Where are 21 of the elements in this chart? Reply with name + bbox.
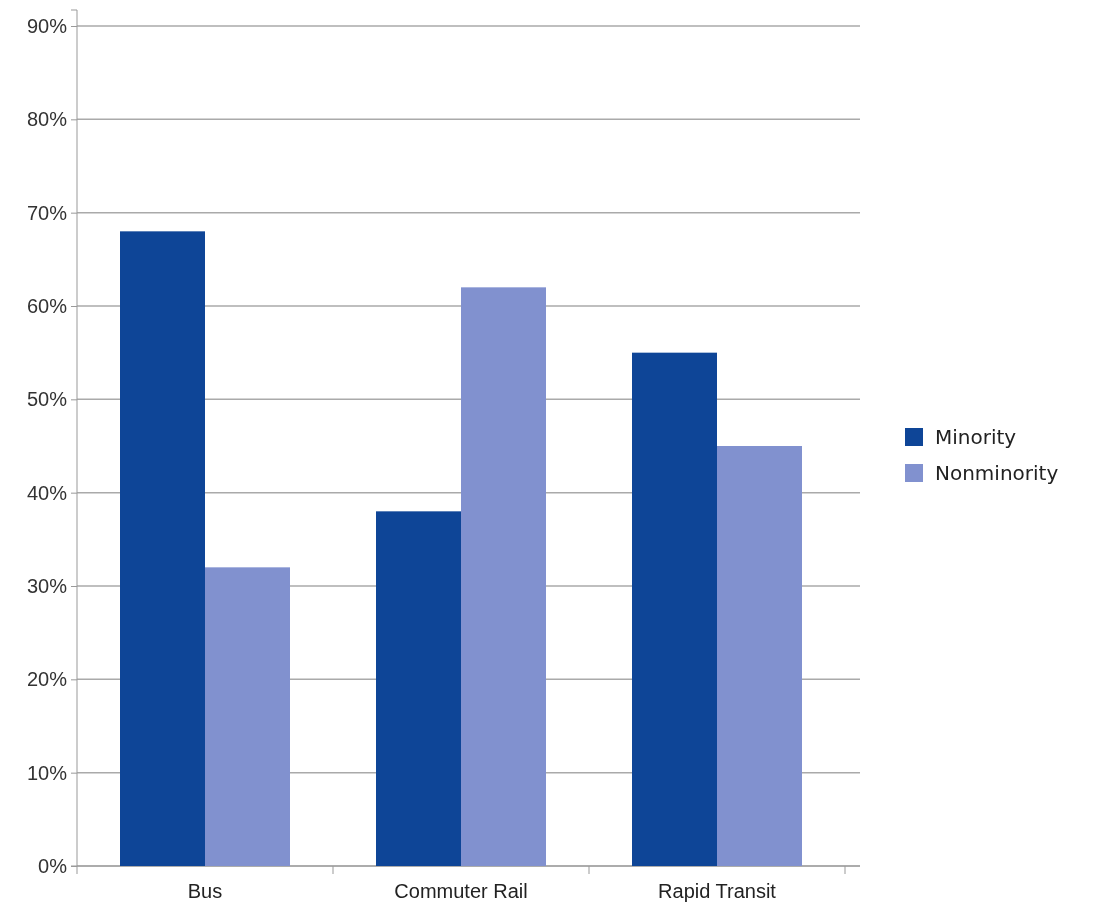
legend-label: Minority (935, 425, 1017, 449)
y-tick-label: 40% (26, 481, 68, 504)
y-tick-label: 50% (26, 388, 68, 411)
bar (376, 511, 461, 866)
y-tick-label: 20% (26, 668, 68, 691)
y-tick-label: 60% (26, 294, 68, 317)
bar (461, 287, 546, 866)
y-tick-label: 30% (26, 574, 68, 597)
y-tick-label: 80% (26, 108, 68, 131)
x-tick-label: Commuter Rail (394, 880, 528, 903)
bar (205, 567, 290, 866)
x-tick-label: Bus (187, 880, 223, 903)
bar (632, 352, 717, 866)
y-tick-label: 90% (26, 14, 68, 37)
y-tick-label: 0% (38, 854, 68, 877)
y-tick-label: 10% (26, 761, 68, 784)
x-tick-label: Rapid Transit (658, 880, 777, 903)
legend-label: Nonminority (935, 461, 1059, 485)
bar (120, 231, 205, 866)
bar (717, 446, 802, 866)
y-tick-label: 70% (26, 201, 68, 224)
